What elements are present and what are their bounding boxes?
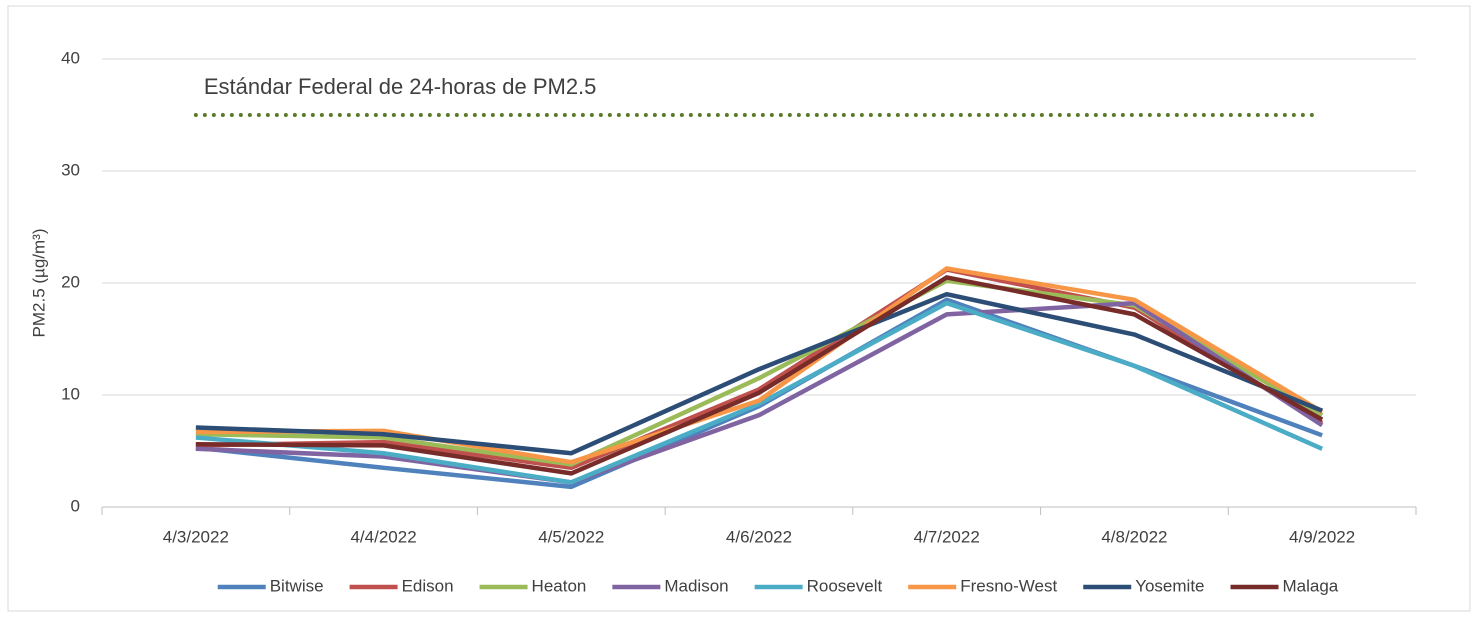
y-tick-label: 0	[71, 496, 80, 515]
y-axis-label: PM2.5 (µg/m³)	[29, 229, 48, 338]
series-line	[195, 291, 1323, 456]
series-line	[195, 266, 1324, 465]
y-tick-label: 10	[61, 384, 80, 403]
x-tick-label: 4/8/2022	[1101, 527, 1167, 546]
legend-label: Malaga	[1283, 576, 1339, 595]
x-tick-label: 4/6/2022	[726, 527, 792, 546]
legend-label: Heaton	[532, 576, 587, 595]
chart-frame	[7, 5, 1471, 612]
series-line	[195, 300, 1324, 485]
series-line	[195, 300, 1324, 485]
y-tick-label: 20	[61, 272, 80, 291]
y-tick-label: 30	[61, 160, 80, 179]
legend-label: Roosevelt	[807, 576, 883, 595]
legend-label: Yosemite	[1135, 576, 1204, 595]
x-tick-label: 4/9/2022	[1289, 527, 1355, 546]
series-line	[195, 275, 1324, 476]
annotation-text: Estándar Federal de 24-horas de PM2.5	[204, 74, 597, 99]
legend-label: Fresno-West	[960, 576, 1057, 595]
x-tick-label: 4/3/2022	[163, 527, 229, 546]
legend-label: Bitwise	[270, 576, 324, 595]
x-tick-label: 4/5/2022	[538, 527, 604, 546]
legend-label: Madison	[664, 576, 728, 595]
x-tick-label: 4/7/2022	[914, 527, 980, 546]
x-tick-label: 4/4/2022	[350, 527, 416, 546]
y-tick-label: 40	[61, 48, 80, 67]
legend-label: Edison	[402, 576, 454, 595]
